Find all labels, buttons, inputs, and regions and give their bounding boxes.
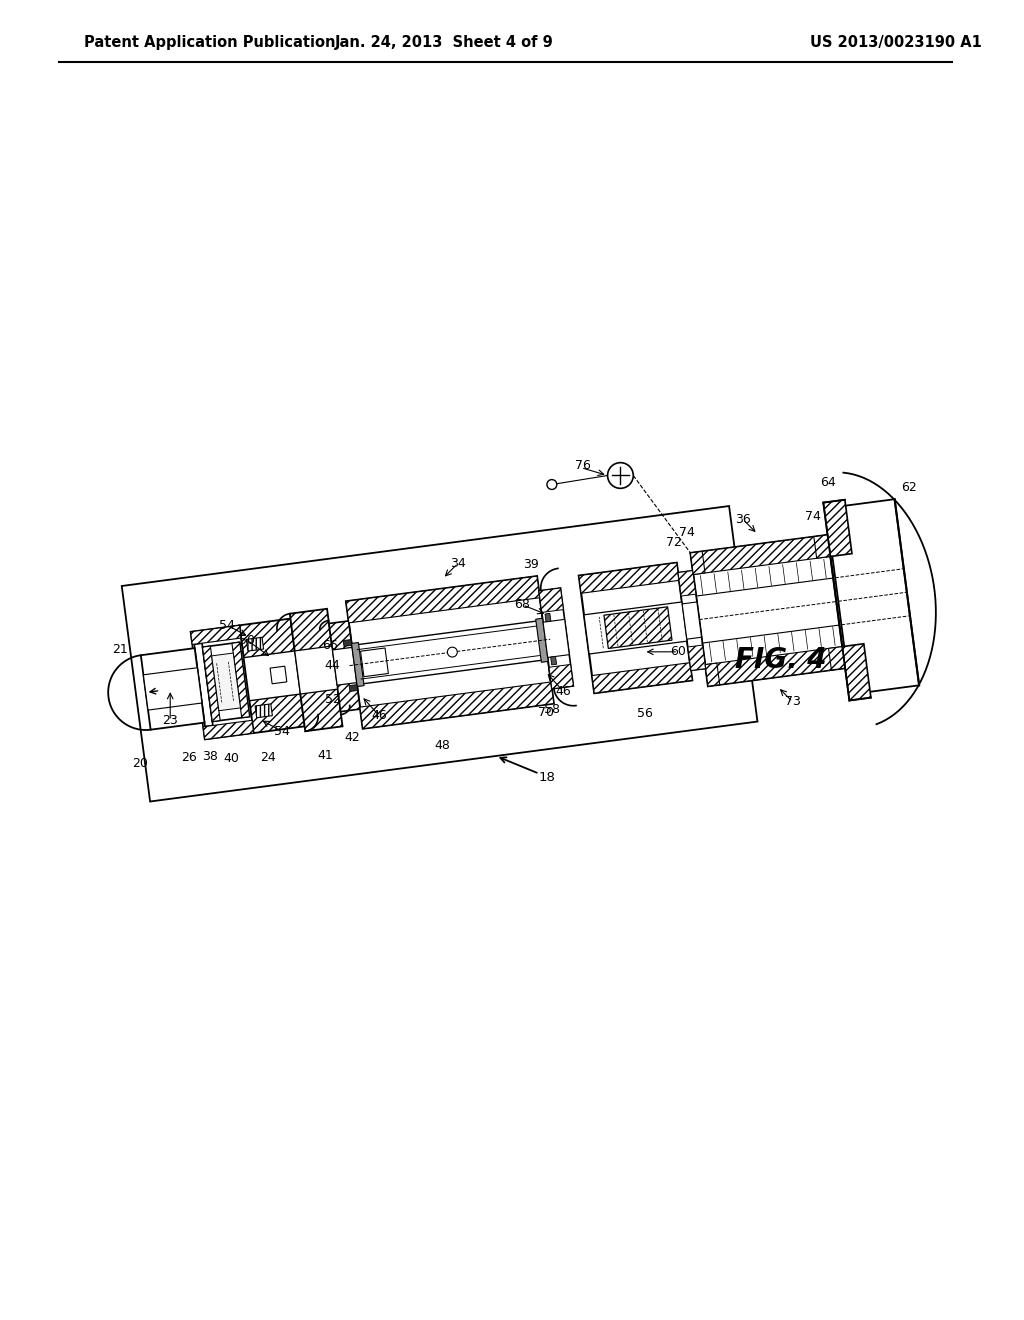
Text: 46: 46 <box>372 709 387 722</box>
Polygon shape <box>592 663 692 693</box>
Polygon shape <box>843 644 871 701</box>
Text: 48: 48 <box>434 739 451 752</box>
Polygon shape <box>356 620 545 684</box>
Polygon shape <box>143 668 202 710</box>
Polygon shape <box>826 499 920 694</box>
Text: 50: 50 <box>239 634 255 647</box>
Polygon shape <box>543 619 569 657</box>
Polygon shape <box>346 576 554 729</box>
Polygon shape <box>690 535 830 574</box>
Polygon shape <box>329 620 360 711</box>
Polygon shape <box>333 647 356 685</box>
Polygon shape <box>579 562 692 693</box>
Polygon shape <box>823 500 852 557</box>
Text: 42: 42 <box>344 731 359 744</box>
Text: 38: 38 <box>202 750 218 763</box>
Polygon shape <box>706 663 720 686</box>
Polygon shape <box>536 618 548 663</box>
Polygon shape <box>343 639 352 647</box>
Polygon shape <box>203 643 250 722</box>
Text: 76: 76 <box>574 459 591 473</box>
Polygon shape <box>688 645 706 671</box>
Polygon shape <box>584 602 687 653</box>
Text: 66: 66 <box>323 639 338 652</box>
Polygon shape <box>706 647 845 686</box>
Polygon shape <box>290 609 342 731</box>
Polygon shape <box>678 570 696 597</box>
Polygon shape <box>360 648 388 677</box>
Polygon shape <box>828 647 845 671</box>
Text: Patent Application Publication: Patent Application Publication <box>84 34 336 50</box>
Polygon shape <box>247 638 263 651</box>
Polygon shape <box>604 607 672 648</box>
Polygon shape <box>351 643 365 686</box>
Polygon shape <box>190 626 254 739</box>
Text: 70: 70 <box>539 706 554 719</box>
Polygon shape <box>270 667 287 684</box>
Polygon shape <box>359 682 554 729</box>
Text: 36: 36 <box>735 513 751 525</box>
Polygon shape <box>539 587 563 612</box>
Text: 40: 40 <box>223 752 239 766</box>
Text: 46: 46 <box>555 685 571 698</box>
Text: 41: 41 <box>317 748 334 762</box>
Text: 52: 52 <box>325 693 341 706</box>
Circle shape <box>607 462 633 488</box>
Text: 18: 18 <box>539 771 556 784</box>
Text: 73: 73 <box>784 696 801 709</box>
Text: 54: 54 <box>219 619 236 632</box>
Text: 54: 54 <box>273 725 290 738</box>
Text: 34: 34 <box>450 557 465 570</box>
Polygon shape <box>549 664 573 689</box>
Polygon shape <box>255 704 272 718</box>
Text: 60: 60 <box>671 645 686 659</box>
Text: 74: 74 <box>805 510 820 523</box>
Text: 24: 24 <box>260 751 275 764</box>
Polygon shape <box>349 685 357 692</box>
Text: 26: 26 <box>181 751 197 764</box>
Circle shape <box>547 479 557 490</box>
Polygon shape <box>122 506 758 801</box>
Polygon shape <box>240 619 305 733</box>
Circle shape <box>447 647 458 657</box>
Polygon shape <box>678 570 706 671</box>
Polygon shape <box>551 656 557 665</box>
Text: 62: 62 <box>901 480 918 494</box>
Text: US 2013/0023190 A1: US 2013/0023190 A1 <box>810 34 982 50</box>
Polygon shape <box>539 587 573 689</box>
Text: 20: 20 <box>132 756 148 770</box>
Text: 68: 68 <box>514 598 530 611</box>
Polygon shape <box>244 651 300 701</box>
Polygon shape <box>690 535 845 686</box>
Polygon shape <box>203 645 220 722</box>
Polygon shape <box>195 643 213 726</box>
Text: 44: 44 <box>324 659 340 672</box>
Polygon shape <box>814 535 830 558</box>
Polygon shape <box>682 602 701 639</box>
Polygon shape <box>190 626 242 644</box>
Text: 56: 56 <box>637 706 652 719</box>
Polygon shape <box>579 562 679 593</box>
Polygon shape <box>690 552 705 574</box>
Polygon shape <box>346 576 540 623</box>
Polygon shape <box>231 643 250 718</box>
Text: 21: 21 <box>112 643 128 656</box>
Text: 39: 39 <box>523 558 539 572</box>
Text: FIG. 4: FIG. 4 <box>735 645 826 675</box>
Polygon shape <box>203 721 254 739</box>
Polygon shape <box>545 614 551 622</box>
Text: 23: 23 <box>163 714 178 727</box>
Polygon shape <box>141 648 205 730</box>
Text: Jan. 24, 2013  Sheet 4 of 9: Jan. 24, 2013 Sheet 4 of 9 <box>335 34 554 50</box>
Polygon shape <box>295 645 338 694</box>
Text: 58: 58 <box>544 702 560 715</box>
Text: 64: 64 <box>820 477 836 490</box>
Text: 74: 74 <box>679 525 695 539</box>
Text: 72: 72 <box>666 536 681 549</box>
Polygon shape <box>212 653 241 710</box>
